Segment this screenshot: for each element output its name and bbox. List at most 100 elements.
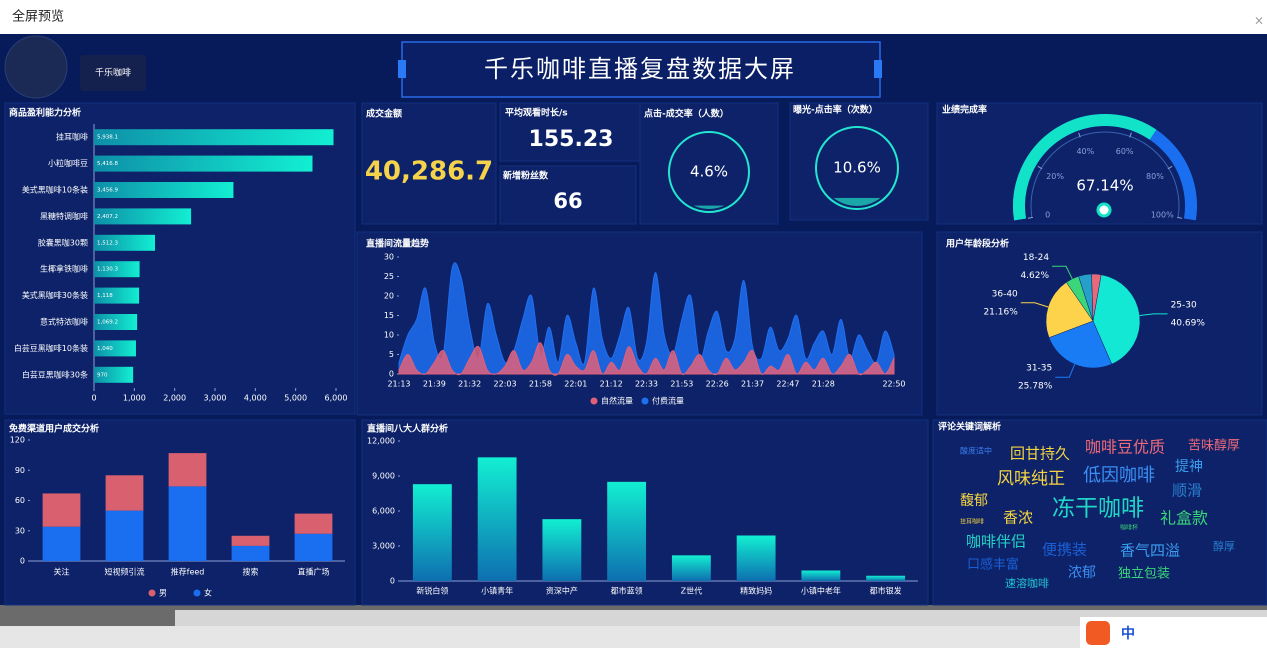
pie-slice <box>1091 273 1102 322</box>
y-tick-label: 5 <box>389 350 394 359</box>
title-frame <box>401 41 881 98</box>
pie-slice <box>1048 320 1113 369</box>
x-tick-label: 22:50 <box>882 380 905 389</box>
x-tick-label: 1,000 <box>123 394 146 403</box>
slice-label: 36-40 <box>992 289 1018 299</box>
title-tab <box>874 60 882 78</box>
value-label: 1,512.3 <box>97 240 118 246</box>
bar-segment <box>42 526 81 561</box>
dashboard-title: 千乐咖啡直播复盘数据大屏 <box>484 55 796 83</box>
keyword: 咖啡伴侣 <box>966 533 1026 551</box>
avatar <box>4 35 68 99</box>
value-label: 970 <box>97 372 108 378</box>
x-tick-label: 22:03 <box>494 380 517 389</box>
x-tick-label: 资深中产 <box>546 586 578 596</box>
chart-title: 用户年龄段分析 <box>945 238 1009 250</box>
avatar-label-box <box>80 55 146 91</box>
x-tick-label: 21:12 <box>600 380 623 389</box>
category-label: 胶囊黑咖30颗 <box>38 237 88 247</box>
title-tab <box>398 60 406 78</box>
x-tick-label: 短视频引流 <box>105 567 145 577</box>
x-tick-label: 推荐feed <box>171 567 205 577</box>
tick-mark <box>1177 216 1183 219</box>
bar <box>477 457 517 581</box>
series-area <box>398 342 895 376</box>
y-tick-label: 10 <box>384 331 394 340</box>
keyword: 礼盒款 <box>1160 509 1208 528</box>
slice-value-label: 40.69% <box>1171 318 1206 328</box>
kpi-label: 点击-成交率（人数） <box>644 108 729 120</box>
value-label: 1,118 <box>97 293 113 299</box>
x-tick-label: 3,000 <box>204 394 227 403</box>
x-tick-label: 都市银发 <box>870 586 902 596</box>
x-tick-label: 都市蓝领 <box>611 586 643 596</box>
x-tick-label: 21:39 <box>423 380 446 389</box>
value-label: 1,040 <box>97 346 113 352</box>
bar-segment <box>105 510 144 561</box>
pie-slice <box>1092 274 1141 365</box>
x-tick-label: 新锐白领 <box>416 586 448 596</box>
bar <box>94 129 334 146</box>
ime-label[interactable]: 中 <box>1121 625 1135 642</box>
y-tick-label: 20 <box>384 292 394 301</box>
bar <box>94 287 140 304</box>
keyword: 浓郁 <box>1068 565 1096 581</box>
keyword: 风味纯正 <box>997 469 1065 489</box>
panel <box>932 419 1267 606</box>
tick-mark <box>1027 216 1033 219</box>
keyword: 咖啡豆优质 <box>1085 438 1165 457</box>
keyword: 顺滑 <box>1172 482 1202 500</box>
keyword: 醇厚 <box>1213 539 1235 553</box>
avatar-label: 千乐咖啡 <box>95 67 131 79</box>
x-tick-label: 22:01 <box>564 380 587 389</box>
y-tick-label: 60 <box>15 496 25 505</box>
legend-dot <box>148 589 156 597</box>
gauge-tick-label: 40% <box>1076 147 1094 156</box>
x-tick-label: 21:28 <box>812 380 835 389</box>
x-tick-label: 21:53 <box>670 380 693 389</box>
bar <box>94 261 140 278</box>
category-label: 白芸豆黑咖啡30条 <box>22 369 88 379</box>
x-tick-label: 2,000 <box>163 394 186 403</box>
x-tick-label: 22:26 <box>706 380 729 389</box>
kpi-value: 40,286.7 <box>365 157 493 187</box>
x-tick-label: 精致妈妈 <box>740 586 772 596</box>
panel <box>361 102 497 225</box>
keyword: 速溶咖啡 <box>1005 576 1049 590</box>
keyword: 口感丰富 <box>967 557 1019 573</box>
bar <box>94 182 234 198</box>
legend-label: 女 <box>204 588 212 598</box>
panel-title: 评论关键词解析 <box>938 421 1001 433</box>
bar-segment <box>231 535 270 546</box>
bar <box>94 314 138 330</box>
x-tick-label: 6,000 <box>325 394 348 403</box>
close-button[interactable]: × <box>1254 14 1264 28</box>
kpi-ring <box>815 126 899 210</box>
y-tick-label: 12,000 <box>367 437 395 446</box>
keyword: 香浓 <box>1003 509 1033 527</box>
x-tick-label: 4,000 <box>244 394 267 403</box>
ime-logo <box>1086 621 1110 645</box>
legend-dot <box>193 589 201 597</box>
slice-value-label: 21.16% <box>983 307 1018 317</box>
bar-segment <box>105 475 144 511</box>
keyword: 低因咖啡 <box>1083 465 1155 486</box>
category-label: 黑糖特调咖啡 <box>40 211 88 221</box>
category-label: 挂耳咖啡 <box>56 132 88 142</box>
slice-label: 25-30 <box>1171 300 1197 310</box>
bar <box>94 366 134 383</box>
kpi-value: 66 <box>553 189 582 213</box>
tick-mark <box>1167 165 1173 170</box>
window-bar <box>0 0 1267 34</box>
x-tick-label: 22:47 <box>776 380 799 389</box>
panel <box>499 165 637 225</box>
y-tick-label: 0 <box>390 577 395 586</box>
keyword: 馥郁 <box>960 492 988 509</box>
y-tick-label: 25 <box>384 272 394 281</box>
bar-segment <box>231 545 270 561</box>
chart-title: 业绩完成率 <box>942 104 987 116</box>
gauge-tick-label: 20% <box>1046 172 1064 181</box>
panel <box>639 102 779 225</box>
